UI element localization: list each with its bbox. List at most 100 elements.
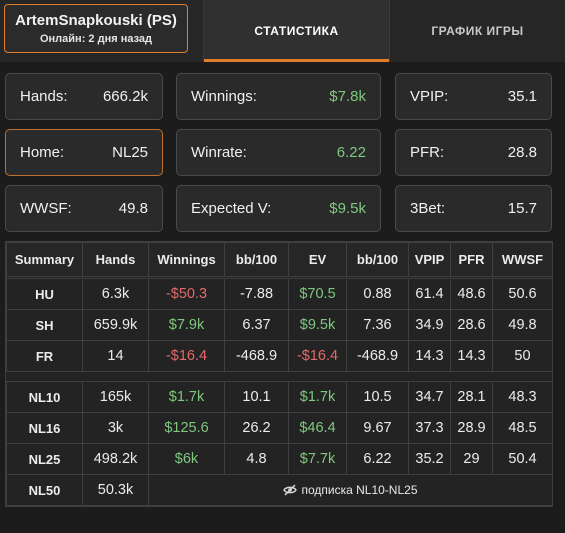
hands-cell: 6.3k: [82, 278, 149, 310]
stat-card-home: Home: NL25: [5, 129, 163, 176]
pfr-cell: 28.9: [450, 412, 493, 444]
stat-value: 35.1: [507, 88, 537, 105]
player-name: ArtemSnapkouski (PS): [15, 12, 177, 29]
bb100-cell: 26.2: [224, 412, 289, 444]
ev-bb100-cell: 0.88: [346, 278, 409, 310]
stat-card-pfr: PFR: 28.8: [395, 129, 552, 176]
wwsf-cell: 48.3: [492, 381, 553, 413]
column-header: Summary: [6, 242, 83, 277]
bb100-cell: -468.9: [224, 340, 289, 372]
table-row-locked: NL50 50.3k подписка NL10-NL25: [6, 474, 553, 506]
row-label: HU: [6, 278, 83, 310]
stat-value: 49.8: [118, 200, 148, 217]
pfr-cell: 28.6: [450, 309, 493, 341]
ev-cell: $1.7k: [288, 381, 347, 413]
stat-card-winrate: Winrate: 6.22: [176, 129, 381, 176]
row-label: FR: [6, 340, 83, 372]
stat-value: 15.7: [507, 200, 537, 217]
ev-bb100-cell: -468.9: [346, 340, 409, 372]
row-label: NL50: [6, 474, 83, 506]
stat-label: PFR:: [410, 144, 445, 161]
winnings-cell: -$16.4: [148, 340, 225, 372]
pfr-cell: 28.1: [450, 381, 493, 413]
ev-bb100-cell: 6.22: [346, 443, 409, 475]
header: ArtemSnapkouski (PS) Онлайн: 2 дня назад…: [0, 0, 565, 62]
vpip-cell: 35.2: [408, 443, 451, 475]
stat-value: 666.2k: [102, 88, 148, 105]
vpip-cell: 37.3: [408, 412, 451, 444]
stat-card-vpip: VPIP: 35.1: [395, 73, 552, 120]
subscription-notice-text: подписка NL10-NL25: [301, 483, 418, 497]
table-row: FR 14 -$16.4 -468.9 -$16.4 -468.9 14.3 1…: [6, 340, 553, 372]
column-header: Winnings: [148, 242, 225, 277]
column-header: PFR: [450, 242, 493, 277]
wwsf-cell: 50.6: [492, 278, 553, 310]
pfr-cell: 14.3: [450, 340, 493, 372]
row-label: SH: [6, 309, 83, 341]
stat-label: VPIP:: [410, 88, 449, 105]
tab-game-graph[interactable]: ГРАФИК ИГРЫ: [431, 24, 524, 38]
hands-cell: 50.3k: [82, 474, 149, 506]
bb100-cell: 4.8: [224, 443, 289, 475]
stat-value: $7.8k: [329, 88, 366, 105]
ev-bb100-cell: 10.5: [346, 381, 409, 413]
subscription-notice[interactable]: подписка NL10-NL25: [148, 474, 553, 506]
ev-cell: $9.5k: [288, 309, 347, 341]
ev-bb100-cell: 9.67: [346, 412, 409, 444]
bb100-cell: 6.37: [224, 309, 289, 341]
row-label: NL25: [6, 443, 83, 475]
ev-cell: $70.5: [288, 278, 347, 310]
row-label: NL10: [6, 381, 83, 413]
wwsf-cell: 50.4: [492, 443, 553, 475]
column-header: VPIP: [408, 242, 451, 277]
table-row: HU 6.3k -$50.3 -7.88 $70.5 0.88 61.4 48.…: [6, 278, 553, 310]
wwsf-cell: 49.8: [492, 309, 553, 341]
winnings-cell: $125.6: [148, 412, 225, 444]
stat-label: WWSF:: [20, 200, 72, 217]
hands-cell: 498.2k: [82, 443, 149, 475]
stat-label: Winnings:: [191, 88, 257, 105]
summary-table-header: Summary Hands Winnings bb/100 EV bb/100 …: [6, 242, 553, 277]
stat-value: $9.5k: [329, 200, 366, 217]
player-info[interactable]: ArtemSnapkouski (PS) Онлайн: 2 дня назад: [4, 4, 188, 53]
stat-card-winnings: Winnings: $7.8k: [176, 73, 381, 120]
column-header: WWSF: [492, 242, 553, 277]
winnings-cell: $6k: [148, 443, 225, 475]
column-header: bb/100: [224, 242, 289, 277]
vpip-cell: 34.9: [408, 309, 451, 341]
table-row: NL10 165k $1.7k 10.1 $1.7k 10.5 34.7 28.…: [6, 381, 553, 413]
stat-label: Winrate:: [191, 144, 247, 161]
vpip-cell: 61.4: [408, 278, 451, 310]
bb100-cell: 10.1: [224, 381, 289, 413]
ev-cell: $46.4: [288, 412, 347, 444]
tab-statistics[interactable]: СТАТИСТИКА: [203, 0, 390, 62]
limit-section: NL10 165k $1.7k 10.1 $1.7k 10.5 34.7 28.…: [6, 381, 553, 506]
stat-card-3bet: 3Bet: 15.7: [395, 185, 552, 232]
stat-value: 6.22: [336, 144, 366, 161]
ev-bb100-cell: 7.36: [346, 309, 409, 341]
stat-value: 28.8: [507, 144, 537, 161]
stat-card-hands: Hands: 666.2k: [5, 73, 163, 120]
stat-label: 3Bet:: [410, 200, 446, 217]
hands-cell: 165k: [82, 381, 149, 413]
summary-table: Summary Hands Winnings bb/100 EV bb/100 …: [5, 241, 553, 507]
ev-cell: $7.7k: [288, 443, 347, 475]
stat-label: Hands:: [20, 88, 68, 105]
wwsf-cell: 48.5: [492, 412, 553, 444]
row-label: NL16: [6, 412, 83, 444]
pfr-cell: 29: [450, 443, 493, 475]
column-header: EV: [288, 242, 347, 277]
stat-card-wwsf: WWSF: 49.8: [5, 185, 163, 232]
hands-cell: 3k: [82, 412, 149, 444]
vpip-cell: 34.7: [408, 381, 451, 413]
stat-label: Expected V:: [191, 200, 272, 217]
player-online-status: Онлайн: 2 дня назад: [39, 33, 153, 45]
hands-cell: 14: [82, 340, 149, 372]
stat-card-expected-value: Expected V: $9.5k: [176, 185, 381, 232]
stat-value: NL25: [112, 144, 148, 161]
table-row: NL16 3k $125.6 26.2 $46.4 9.67 37.3 28.9…: [6, 412, 553, 444]
vpip-cell: 14.3: [408, 340, 451, 372]
pfr-cell: 48.6: [450, 278, 493, 310]
column-header: Hands: [82, 242, 149, 277]
table-row: SH 659.9k $7.9k 6.37 $9.5k 7.36 34.9 28.…: [6, 309, 553, 341]
